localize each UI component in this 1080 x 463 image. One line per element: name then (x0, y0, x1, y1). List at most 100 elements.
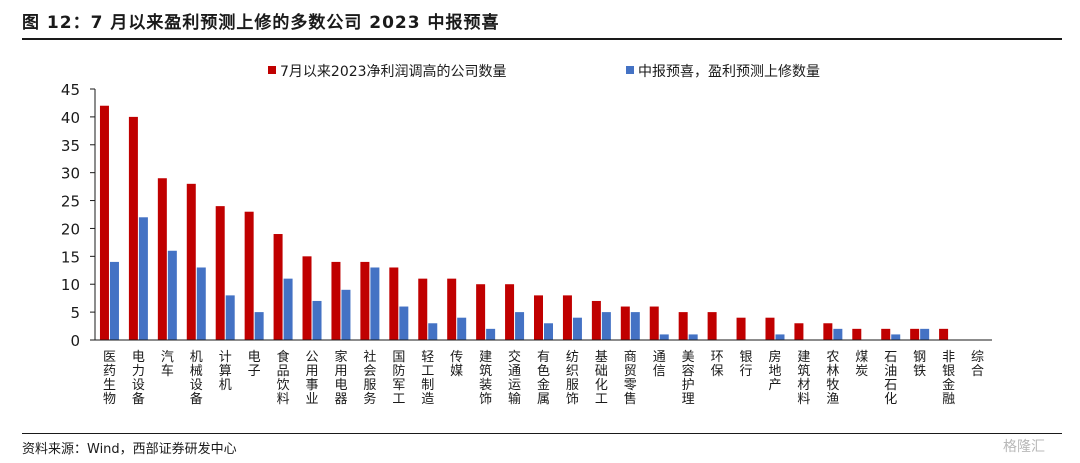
bar-preannounce-raised-2 (167, 250, 177, 340)
bar-preannounce-raised-0 (109, 261, 119, 340)
bar-net-profit-raised-13 (476, 284, 486, 340)
y-tick-label: 30 (61, 165, 80, 183)
bar-preannounce-raised-6 (283, 278, 293, 340)
legend-swatch-1 (626, 66, 634, 74)
x-tick-label: 煤炭 (855, 350, 868, 379)
x-tick-label: 房地产 (768, 349, 781, 393)
x-tick-label: 纺织服饰 (566, 350, 579, 407)
x-tick-label: 电力设备 (132, 350, 145, 407)
bar-preannounce-raised-19 (659, 334, 669, 340)
bar-preannounce-raised-3 (196, 267, 206, 340)
bar-preannounce-raised-7 (312, 300, 322, 340)
y-tick-label: 40 (61, 109, 80, 127)
bar-net-profit-raised-19 (649, 306, 659, 340)
y-tick-label: 10 (61, 276, 80, 294)
source-note: 资料来源：Wind，西部证券研发中心 (22, 442, 237, 457)
y-tick-label: 45 (61, 81, 80, 99)
bar-preannounce-raised-23 (775, 334, 785, 340)
bar-net-profit-raised-29 (939, 328, 949, 340)
x-tick-label: 环保 (711, 350, 724, 379)
bar-net-profit-raised-25 (823, 323, 833, 340)
x-tick-label: 交通运输 (508, 349, 521, 407)
x-tick-label: 家用电器 (334, 349, 347, 407)
bar-net-profit-raised-23 (765, 317, 775, 340)
legend-swatch-0 (268, 66, 276, 74)
bar-net-profit-raised-0 (99, 105, 109, 340)
x-tick-label: 美容护理 (682, 350, 695, 407)
y-tick-label: 0 (70, 332, 80, 350)
x-tick-label: 农林牧渔 (826, 350, 839, 407)
bars (99, 105, 949, 340)
x-tick-label: 计算机 (219, 350, 232, 393)
x-tick-label: 国防军工 (392, 350, 405, 407)
x-tick-label: 非银金融 (942, 350, 955, 407)
x-tick-label: 电子 (248, 350, 261, 379)
bar-net-profit-raised-10 (389, 267, 399, 340)
bar-net-profit-raised-17 (591, 300, 601, 340)
bar-preannounce-raised-4 (225, 295, 235, 340)
y-tick-label: 25 (61, 193, 80, 211)
bar-preannounce-raised-17 (601, 312, 611, 340)
bar-net-profit-raised-15 (534, 295, 543, 340)
bar-net-profit-raised-1 (128, 116, 138, 340)
x-tick-label: 机械设备 (190, 350, 203, 407)
x-tick-label: 基础化工 (595, 350, 608, 407)
bar-net-profit-raised-9 (360, 261, 370, 340)
bar-chart: 7月以来2023净利润调高的公司数量 中报预喜，盈利预测上修数量 0 5 10 15 20… (61, 63, 992, 407)
bar-preannounce-raised-14 (515, 312, 525, 340)
bar-net-profit-raised-24 (794, 323, 804, 340)
watermark-logo: 格隆汇 (1003, 439, 1045, 455)
bar-preannounce-raised-13 (486, 328, 496, 340)
legend-label-1: 中报预喜，盈利预测上修数量 (638, 64, 820, 80)
x-tick-label: 汽车 (161, 350, 174, 379)
x-tick-label: 商贸零售 (624, 350, 637, 407)
bar-net-profit-raised-26 (852, 328, 862, 340)
bar-preannounce-raised-5 (254, 312, 264, 340)
bar-net-profit-raised-12 (447, 278, 457, 340)
bar-net-profit-raised-3 (186, 183, 196, 340)
bar-preannounce-raised-25 (833, 328, 843, 340)
x-tick-label: 社会服务 (363, 349, 376, 407)
y-tick-label: 35 (61, 137, 80, 155)
y-axis: 0 5 10 15 20 25 30 35 40 45 (61, 81, 96, 350)
bar-net-profit-raised-7 (302, 256, 312, 340)
bar-preannounce-raised-10 (399, 306, 409, 340)
bar-preannounce-raised-18 (630, 312, 640, 340)
legend-label-0: 7月以来2023净利润调高的公司数量 (280, 63, 507, 80)
bar-net-profit-raised-14 (505, 284, 515, 340)
x-tick-label: 传媒 (450, 350, 463, 379)
bar-preannounce-raised-1 (138, 217, 148, 340)
title-rule (22, 38, 1062, 40)
bar-net-profit-raised-2 (157, 178, 167, 340)
footer-rule (22, 433, 1062, 434)
x-tick-label: 食品饮料 (277, 349, 290, 407)
bar-net-profit-raised-21 (707, 312, 717, 340)
bar-net-profit-raised-27 (881, 328, 891, 340)
bar-net-profit-raised-18 (620, 306, 630, 340)
bar-net-profit-raised-5 (244, 211, 254, 340)
bar-net-profit-raised-22 (736, 317, 746, 340)
x-tick-label: 有色金属 (537, 350, 550, 407)
legend: 7月以来2023净利润调高的公司数量 中报预喜，盈利预测上修数量 (268, 63, 820, 80)
bar-net-profit-raised-6 (273, 234, 283, 340)
bar-net-profit-raised-4 (215, 206, 225, 340)
bar-preannounce-raised-8 (341, 289, 351, 340)
bar-net-profit-raised-8 (331, 261, 341, 340)
x-tick-label: 建筑材料 (797, 350, 810, 407)
bar-preannounce-raised-11 (428, 323, 438, 340)
x-tick-label: 通信 (653, 350, 666, 379)
x-tick-label: 钢铁 (913, 350, 926, 379)
bar-preannounce-raised-27 (891, 334, 901, 340)
x-tick-label: 医药生物 (103, 350, 116, 407)
bar-preannounce-raised-15 (544, 323, 553, 340)
y-tick-label: 5 (70, 304, 80, 322)
bar-net-profit-raised-16 (562, 295, 572, 340)
bar-net-profit-raised-28 (910, 328, 920, 340)
bar-preannounce-raised-9 (370, 267, 380, 340)
x-tick-label: 综合 (971, 350, 984, 379)
x-axis: 医药生物 电力设备 汽车 机械设备 计算机 电子 食品饮料 公用事业 家用电器 社会服务 国防军工 轻… (95, 339, 992, 407)
x-tick-label: 轻工制造 (421, 350, 434, 407)
bar-preannounce-raised-12 (457, 317, 467, 340)
bar-preannounce-raised-16 (572, 317, 582, 340)
x-tick-label: 石油石化 (884, 350, 897, 407)
